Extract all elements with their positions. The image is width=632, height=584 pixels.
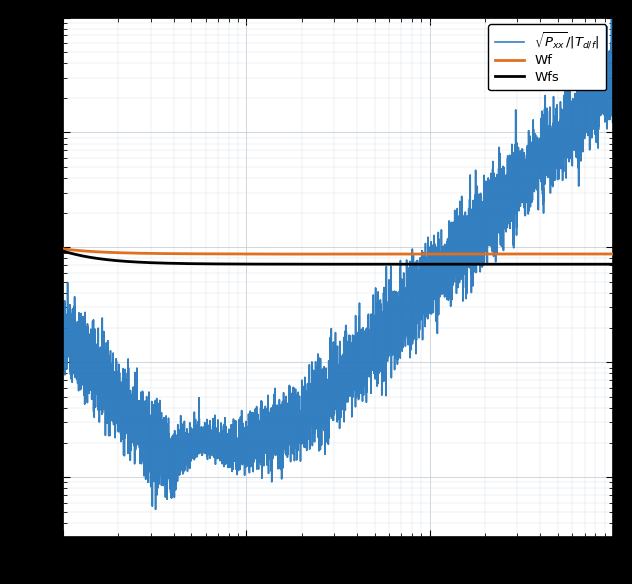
$\sqrt{P_{xx}}/|T_{d/f}|$ [609,81,617,88]
Wf [59,245,67,252]
Wfs [87,254,95,261]
Wf [409,251,416,258]
$\sqrt{P_{xx}}/|T_{d/f}|$ [497,191,504,198]
$\sqrt{P_{xx}}/|T_{d/f}|$ [608,6,616,13]
Line: Wf: Wf [63,249,613,254]
$\sqrt{P_{xx}}/|T_{d/f}|$ [59,325,67,332]
Wf [258,251,266,258]
$\sqrt{P_{xx}}/|T_{d/f}|$ [258,448,266,455]
Wfs [385,260,392,267]
Wf [278,251,286,258]
Wfs [467,260,475,267]
Wf [609,251,617,258]
Wfs [409,260,416,267]
Wf [497,251,504,258]
Wf [385,251,392,258]
Wf [87,248,95,255]
Wfs [496,260,504,267]
$\sqrt{P_{xx}}/|T_{d/f}|$ [385,324,392,331]
$\sqrt{P_{xx}}/|T_{d/f}|$ [467,251,475,258]
Wfs [609,260,617,267]
Wfs [59,248,67,255]
$\sqrt{P_{xx}}/|T_{d/f}|$ [409,319,416,326]
Wfs [258,260,266,267]
$\sqrt{P_{xx}}/|T_{d/f}|$ [152,506,159,513]
Line: $\sqrt{P_{xx}}/|T_{d/f}|$: $\sqrt{P_{xx}}/|T_{d/f}|$ [63,9,613,509]
Line: Wfs: Wfs [63,251,613,264]
Wf [467,251,475,258]
Legend: $\sqrt{P_{xx}}/|T_{d/f}|$, Wf, Wfs: $\sqrt{P_{xx}}/|T_{d/f}|$, Wf, Wfs [488,24,607,91]
$\sqrt{P_{xx}}/|T_{d/f}|$ [87,326,95,333]
